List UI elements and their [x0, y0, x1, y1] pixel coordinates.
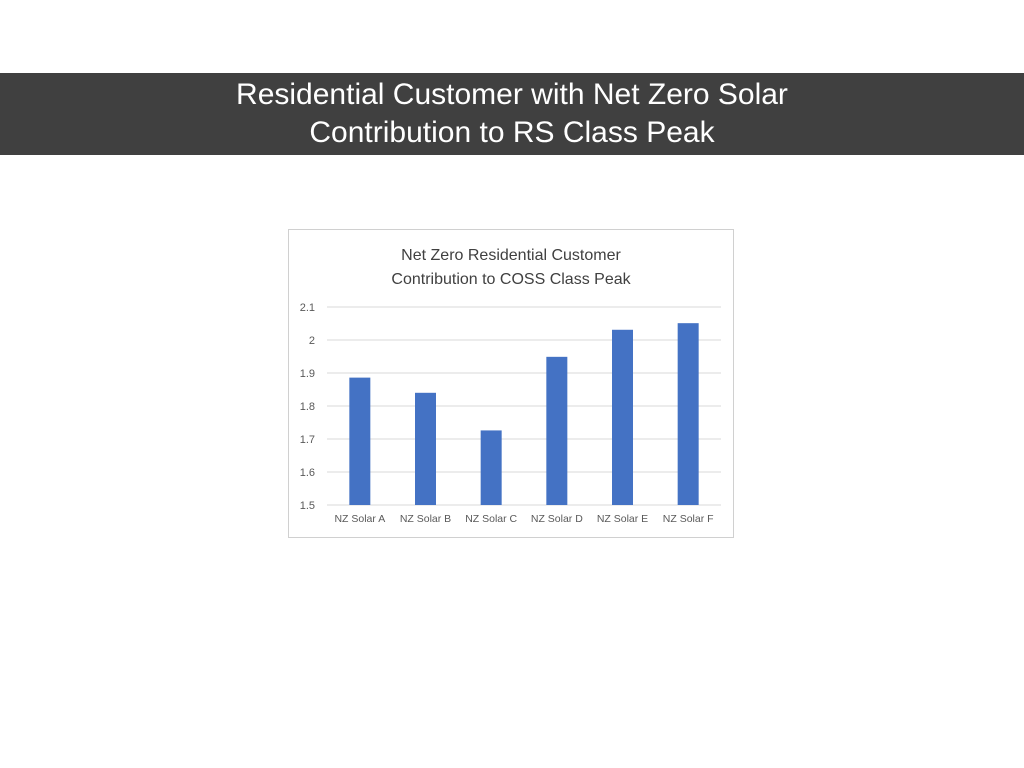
x-tick-label: NZ Solar F: [663, 513, 714, 525]
x-tick-label: NZ Solar A: [334, 513, 385, 525]
x-tick-label: NZ Solar B: [400, 513, 451, 525]
slide-title-line-1: Residential Customer with Net Zero Solar: [236, 78, 788, 111]
gridlines: [327, 306, 721, 506]
slide-title-band: Residential Customer with Net Zero Solar…: [0, 73, 1024, 155]
bars: [349, 323, 699, 505]
y-tick-label: 1.8: [300, 401, 315, 413]
y-tick-label: 1.7: [300, 434, 315, 446]
chart-title-line-1: Net Zero Residential Customer: [401, 247, 621, 264]
x-tick-label: NZ Solar C: [465, 513, 517, 525]
y-tick-label: 1.6: [300, 467, 315, 479]
y-tick-label: 1.9: [300, 368, 315, 380]
y-axis-ticks: 1.5 1.6 1.7 1.8 1.9 2 2.1: [300, 302, 315, 512]
bar-nz-solar-d: [546, 356, 568, 505]
bar-nz-solar-c: [480, 430, 502, 505]
chart-title-line-2: Contribution to COSS Class Peak: [391, 271, 631, 288]
chart-container: Net Zero Residential Customer Contributi…: [288, 229, 734, 538]
y-tick-label: 2: [309, 335, 315, 347]
bar-nz-solar-f: [677, 323, 699, 505]
bar-chart: Net Zero Residential Customer Contributi…: [300, 247, 721, 525]
slide-title-line-2: Contribution to RS Class Peak: [309, 116, 715, 149]
x-tick-label: NZ Solar D: [531, 513, 583, 525]
bar-nz-solar-a: [349, 377, 371, 505]
x-tick-label: NZ Solar E: [597, 513, 648, 525]
y-tick-label: 1.5: [300, 500, 315, 512]
y-tick-label: 2.1: [300, 302, 315, 314]
bar-nz-solar-b: [415, 392, 436, 505]
x-axis-ticks: NZ Solar A NZ Solar B NZ Solar C NZ Solar D…: [334, 513, 713, 525]
bar-nz-solar-e: [612, 329, 633, 505]
